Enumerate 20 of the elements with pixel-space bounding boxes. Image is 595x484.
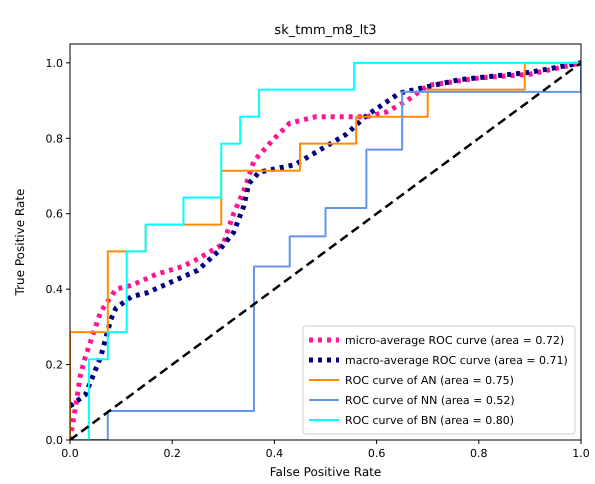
x-tick-label: 0.4 [266,447,284,460]
y-tick-label: 0.2 [46,358,63,372]
x-tick-label: 0.6 [368,447,386,460]
x-tick-label: 0.8 [470,447,488,460]
x-tick-label: 1.0 [572,447,590,460]
legend-label: ROC curve of AN (area = 0.75) [345,374,514,387]
x-axis-title: False Positive Rate [270,465,382,479]
y-tick-label: 0.4 [46,283,63,296]
y-tick-label: 0.0 [46,434,63,447]
y-tick-label: 1.0 [46,56,63,70]
y-axis-title: True Positive Rate [13,188,27,296]
x-tick-label: 0.2 [163,447,181,460]
x-tick-label: 0.0 [61,447,79,460]
legend-label: micro-average ROC curve (area = 0.72) [345,334,564,347]
y-tick-label: 0.8 [46,132,63,146]
legend-label: ROC curve of NN (area = 0.52) [345,394,515,407]
legend-label: ROC curve of BN (area = 0.80) [345,414,514,427]
chart-title: sk_tmm_m8_lt3 [274,23,377,38]
y-tick-label: 0.6 [46,208,63,221]
legend-label: macro-average ROC curve (area = 0.71) [345,354,568,367]
